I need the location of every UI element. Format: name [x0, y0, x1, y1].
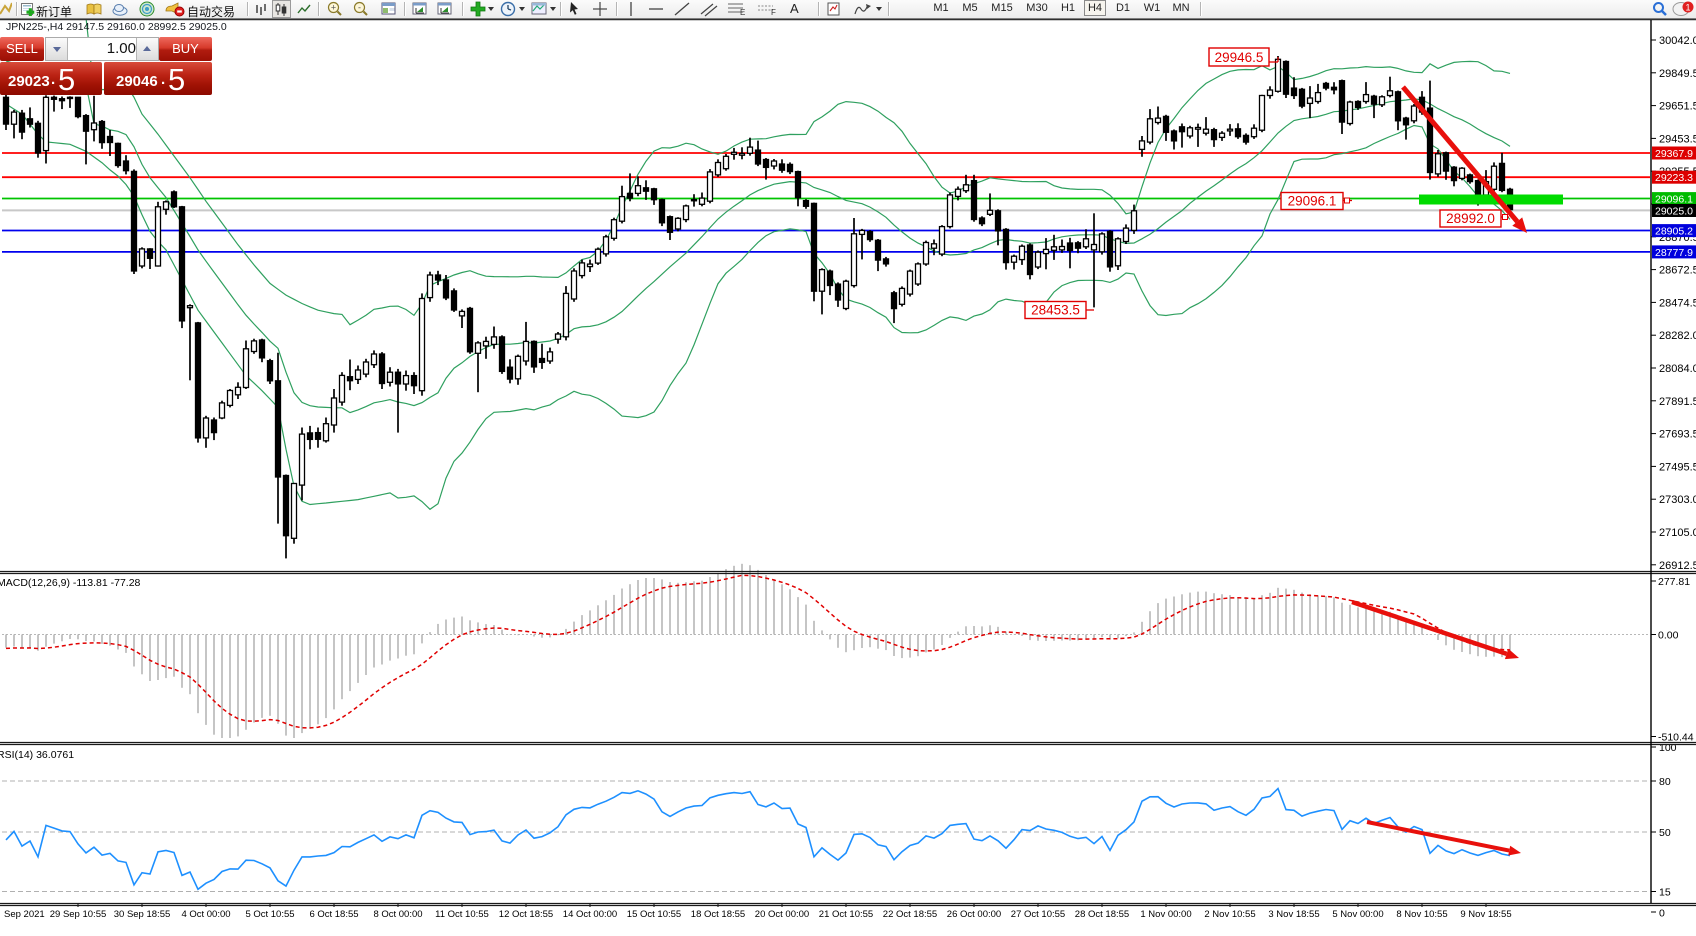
svg-text:28672.5: 28672.5: [1659, 265, 1696, 277]
svg-text:29025.0: 29025.0: [1655, 206, 1693, 218]
svg-text:11 Oct 10:55: 11 Oct 10:55: [435, 909, 489, 920]
svg-text:27 Oct 10:55: 27 Oct 10:55: [1011, 909, 1065, 920]
svg-text:20 Oct 00:00: 20 Oct 00:00: [755, 909, 809, 920]
svg-text:26912.5: 26912.5: [1659, 560, 1696, 572]
svg-text:277.81: 277.81: [1658, 576, 1690, 588]
svg-text:0.00: 0.00: [1658, 630, 1679, 642]
svg-text:9 Nov 18:55: 9 Nov 18:55: [1460, 909, 1511, 920]
svg-text:3 Nov 18:55: 3 Nov 18:55: [1268, 909, 1319, 920]
svg-text:29096.1: 29096.1: [1655, 194, 1693, 206]
svg-text:28453.5: 28453.5: [1031, 303, 1080, 318]
svg-text:JPN225-,H4 29147.5 29160.0 28: JPN225-,H4 29147.5 29160.0 28992.5 29025…: [6, 21, 227, 33]
svg-text:15 Oct 10:55: 15 Oct 10:55: [627, 909, 681, 920]
svg-text:27495.5: 27495.5: [1659, 461, 1696, 473]
svg-text:15: 15: [1659, 887, 1671, 899]
svg-text:+: +: [331, 3, 336, 13]
svg-text:28474.5: 28474.5: [1659, 297, 1696, 309]
svg-text:1: 1: [1685, 3, 1690, 13]
svg-text:14 Oct 00:00: 14 Oct 00:00: [563, 909, 617, 920]
svg-text:28992.0: 28992.0: [1446, 211, 1495, 226]
svg-text:27891.5: 27891.5: [1659, 396, 1696, 408]
svg-text:100: 100: [1659, 742, 1677, 754]
svg-text:28282.0: 28282.0: [1659, 330, 1696, 342]
svg-text:1 Nov 00:00: 1 Nov 00:00: [1140, 909, 1191, 920]
svg-text:29849.5: 29849.5: [1659, 68, 1696, 80]
svg-text:28905.2: 28905.2: [1655, 226, 1693, 238]
svg-text:E: E: [740, 8, 745, 17]
svg-text:4 Oct 00:00: 4 Oct 00:00: [181, 909, 230, 920]
svg-text:28 Oct 18:55: 28 Oct 18:55: [1075, 909, 1129, 920]
svg-text:30042.0: 30042.0: [1659, 35, 1696, 47]
svg-text:5 Nov 00:00: 5 Nov 00:00: [1332, 909, 1383, 920]
svg-text:28084.0: 28084.0: [1659, 363, 1696, 375]
svg-text:8 Oct 00:00: 8 Oct 00:00: [373, 909, 422, 920]
svg-text:29367.9: 29367.9: [1655, 148, 1693, 160]
svg-text:2 Nov 10:55: 2 Nov 10:55: [1204, 909, 1255, 920]
svg-text:29223.3: 29223.3: [1655, 172, 1693, 184]
svg-text:21 Oct 10:55: 21 Oct 10:55: [819, 909, 873, 920]
svg-text:0: 0: [1659, 908, 1665, 920]
svg-text:29096.1: 29096.1: [1288, 194, 1337, 209]
svg-text:F: F: [771, 8, 776, 17]
svg-text:29651.5: 29651.5: [1659, 101, 1696, 113]
svg-text:29453.5: 29453.5: [1659, 133, 1696, 145]
svg-text:30 Sep 18:55: 30 Sep 18:55: [114, 909, 171, 920]
svg-text:27105.0: 27105.0: [1659, 527, 1696, 539]
svg-text:26 Oct 00:00: 26 Oct 00:00: [947, 909, 1001, 920]
svg-text:50: 50: [1659, 827, 1671, 839]
svg-text:80: 80: [1659, 776, 1671, 788]
svg-text:18 Oct 18:55: 18 Oct 18:55: [691, 909, 745, 920]
svg-text:RSI(14) 36.0761: RSI(14) 36.0761: [0, 749, 74, 761]
svg-text:MACD(12,26,9) -113.81 -77.28: MACD(12,26,9) -113.81 -77.28: [0, 577, 141, 589]
svg-text:-510.44: -510.44: [1658, 732, 1694, 744]
svg-text:29 Sep 10:55: 29 Sep 10:55: [50, 909, 107, 920]
svg-text:28777.9: 28777.9: [1655, 247, 1693, 259]
svg-text:22 Oct 18:55: 22 Oct 18:55: [883, 909, 937, 920]
svg-text:29946.5: 29946.5: [1215, 50, 1264, 65]
svg-text:-: -: [358, 3, 361, 13]
svg-text:12 Oct 18:55: 12 Oct 18:55: [499, 909, 553, 920]
svg-text:27303.0: 27303.0: [1659, 494, 1696, 506]
svg-text:6 Oct 18:55: 6 Oct 18:55: [309, 909, 358, 920]
svg-text:27693.5: 27693.5: [1659, 429, 1696, 441]
svg-text:Sep 2021: Sep 2021: [4, 909, 45, 920]
svg-text:5 Oct 10:55: 5 Oct 10:55: [245, 909, 294, 920]
svg-text:8 Nov 10:55: 8 Nov 10:55: [1396, 909, 1447, 920]
